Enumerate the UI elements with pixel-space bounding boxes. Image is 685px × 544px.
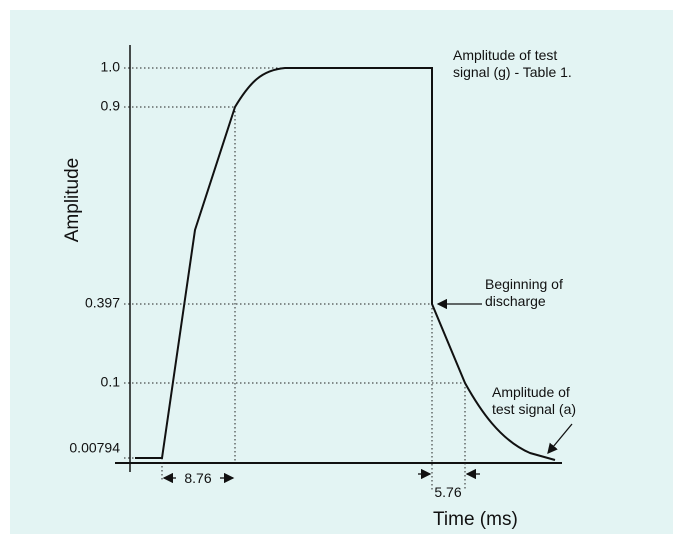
annotation: Amplitude of test	[453, 47, 557, 63]
annotation: test signal (a)	[492, 401, 576, 417]
dimension-label: 5.76	[434, 484, 461, 500]
annotation: signal (g) - Table 1.	[453, 64, 572, 80]
y-tick-label: 1.0	[101, 59, 121, 75]
annotation: discharge	[485, 293, 546, 309]
annotation: Beginning of	[485, 276, 563, 292]
panel	[10, 10, 673, 534]
y-tick-label: 0.1	[101, 374, 121, 390]
annotation: Amplitude of	[492, 384, 570, 400]
y-tick-label: 0.9	[101, 98, 121, 114]
y-axis-label: Amplitude	[62, 158, 83, 243]
dimension-label: 8.76	[184, 470, 211, 486]
waveform	[135, 67, 556, 461]
arrow	[547, 423, 573, 455]
x-axis-label: Time (ms)	[433, 509, 518, 530]
y-tick-label: 0.00794	[69, 440, 120, 456]
y-tick-label: 0.397	[85, 295, 120, 311]
